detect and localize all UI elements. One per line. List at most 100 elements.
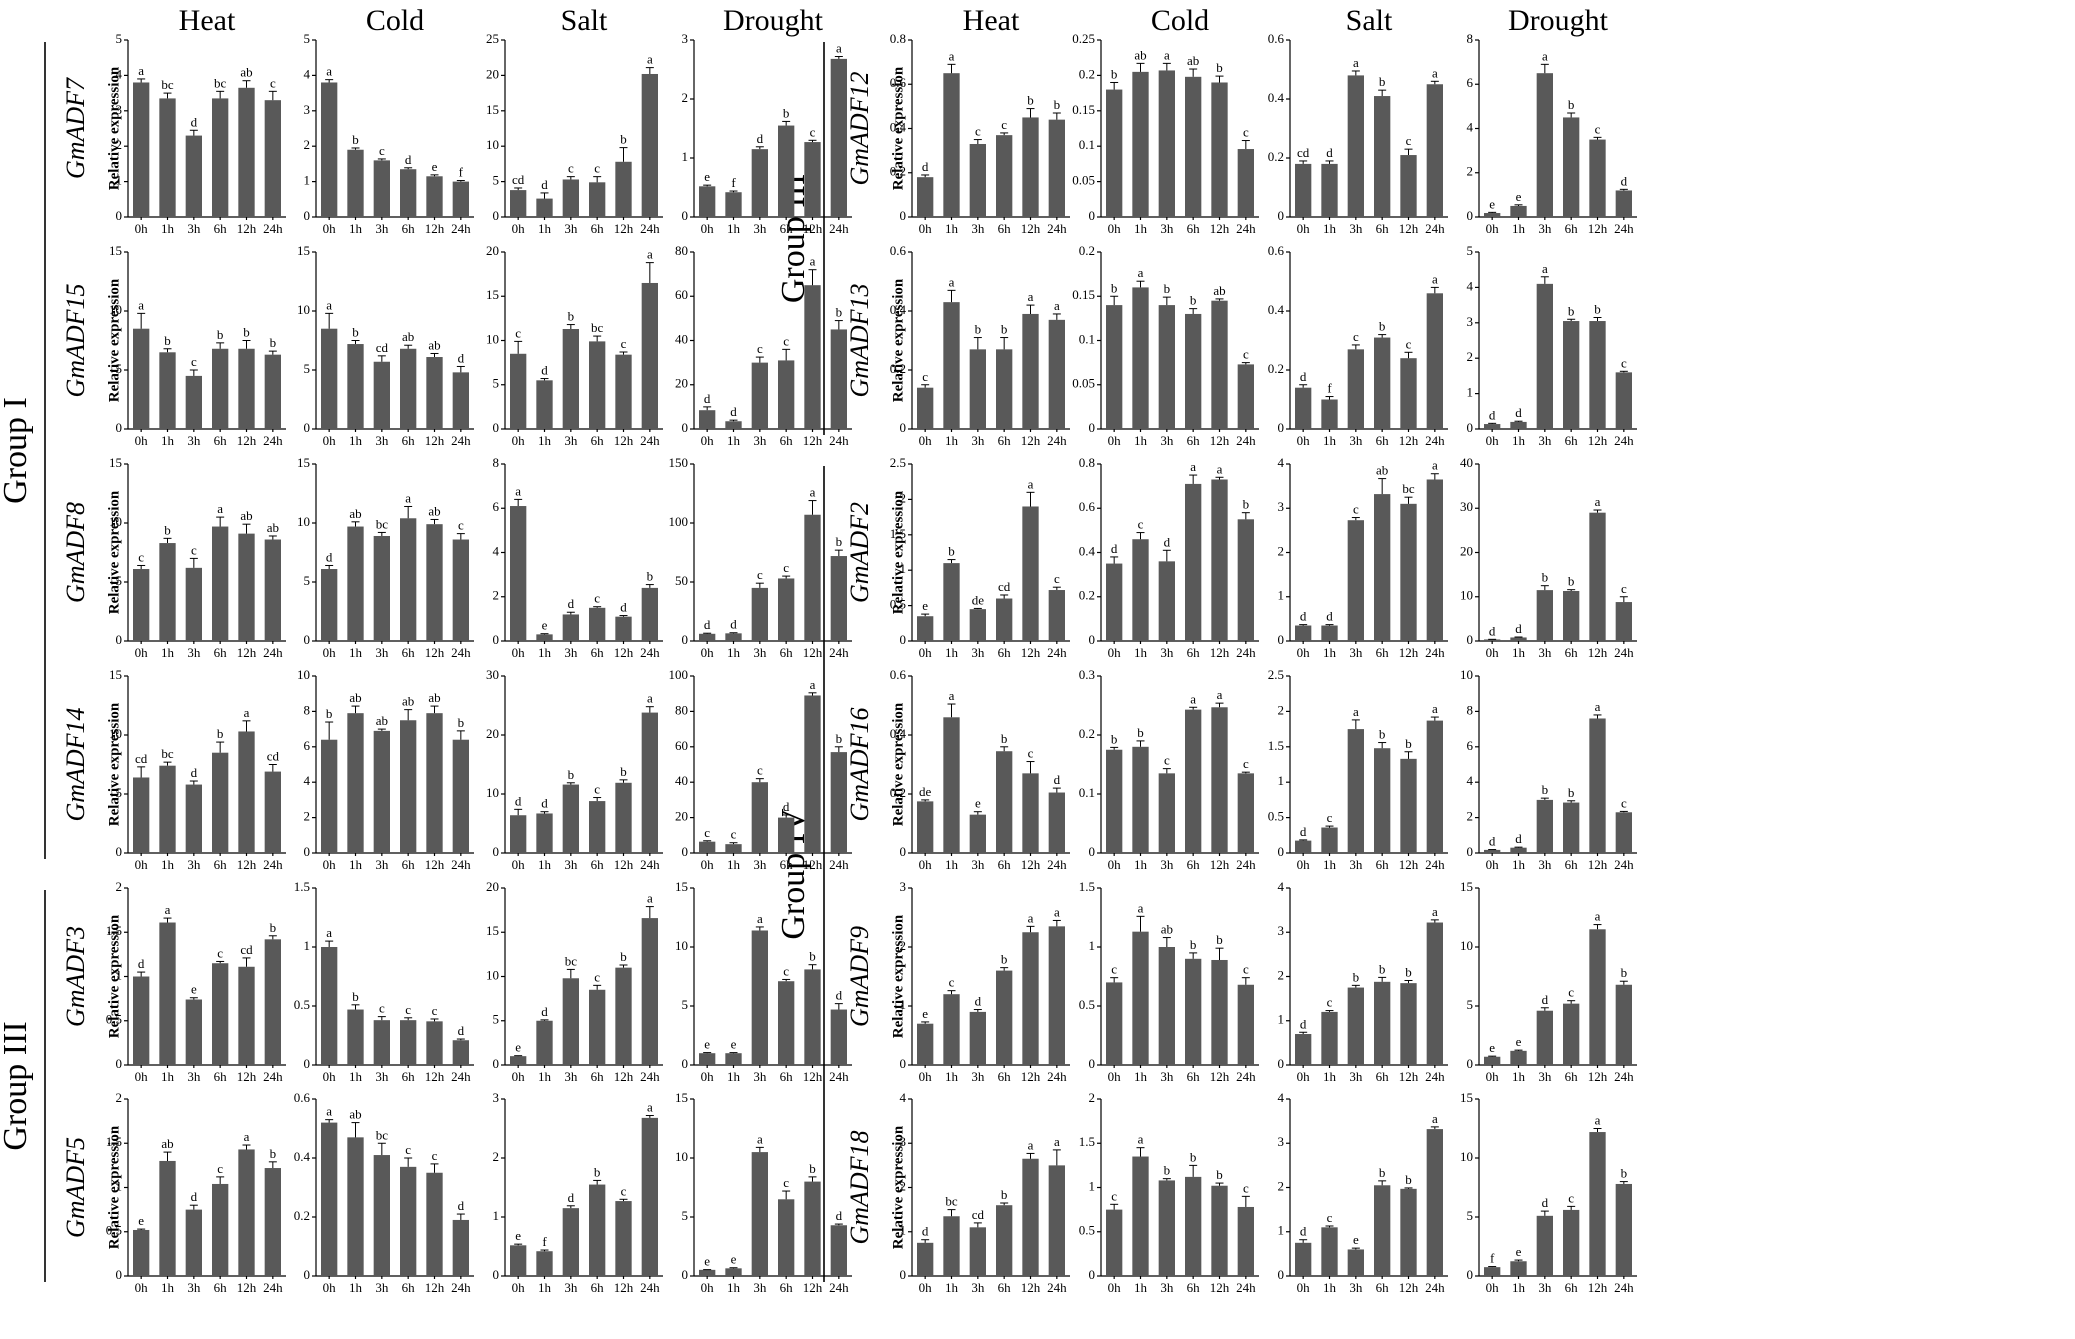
significance-letter: a (1138, 1132, 1144, 1147)
x-tick-label: 24h (451, 645, 471, 660)
significance-letter: ab (376, 713, 388, 728)
bar (1022, 773, 1039, 853)
bar (212, 98, 229, 217)
bar (1510, 421, 1527, 429)
significance-letter: d (704, 617, 711, 632)
x-tick-label: 6h (214, 1069, 228, 1084)
x-tick-label: 24h (451, 857, 471, 872)
significance-letter: c (1327, 995, 1333, 1010)
gene-name: GmADF9 (845, 926, 874, 1027)
x-tick-label: 3h (971, 221, 985, 236)
bar (1510, 847, 1527, 853)
significance-letter: b (217, 726, 224, 741)
x-tick-label: 24h (640, 221, 660, 236)
y-tick-label: 5 (1467, 1208, 1474, 1223)
x-tick-label: 1h (161, 645, 175, 660)
chart-GmADF12-cold: 0 0.05 0.1 0.15 0.2 0.25 b 0h ab 1h a 3h ab 6h b 12h c 24… (1072, 31, 1259, 236)
y-tick-label: 0 (493, 208, 500, 223)
x-tick-label: 0h (701, 857, 715, 872)
significance-letter: c (594, 969, 600, 984)
x-tick-label: 3h (1349, 645, 1363, 660)
bar (804, 969, 821, 1065)
significance-letter: b (1405, 736, 1412, 751)
x-tick-label: 24h (829, 433, 849, 448)
significance-letter: c (1243, 962, 1249, 977)
bar (804, 695, 821, 853)
bar (804, 1181, 821, 1276)
x-tick-label: 0h (919, 1069, 933, 1084)
significance-letter: b (1001, 322, 1008, 337)
y-tick-label: 0.5 (1268, 809, 1284, 824)
bar (751, 149, 768, 217)
x-tick-label: 3h (375, 645, 389, 660)
y-tick-label: 0.5 (294, 997, 310, 1012)
y-tick-label: 3 (900, 879, 907, 894)
x-tick-label: 0h (1486, 221, 1500, 236)
y-tick-label: 1 (1089, 1178, 1096, 1193)
significance-letter: c (1353, 502, 1359, 517)
y-tick-label: 0.5 (106, 1223, 122, 1238)
y-tick-label: 0.4 (890, 726, 907, 741)
x-tick-label: 24h (1236, 1280, 1256, 1295)
x-tick-label: 0h (1297, 1069, 1311, 1084)
significance-letter: d (568, 596, 575, 611)
x-tick-label: 3h (564, 857, 578, 872)
bar (238, 966, 255, 1065)
y-tick-label: 0.15 (1072, 287, 1095, 302)
x-tick-label: 3h (1160, 857, 1174, 872)
x-tick-label: 6h (214, 433, 228, 448)
bar (264, 354, 281, 429)
bar (778, 578, 795, 641)
bar (1132, 287, 1149, 429)
bar (133, 777, 150, 853)
x-tick-label: 12h (425, 221, 445, 236)
bar (1589, 139, 1606, 217)
condition-header-salt: Salt (561, 4, 608, 37)
y-tick-label: 0.4 (890, 302, 907, 317)
gene-row-GmADF13: GmADF13 Relative expression 0 0.2 0.4 0.6 c 0h a… (845, 243, 1637, 448)
x-tick-label: 0h (701, 1280, 715, 1295)
chart-GmADF13-salt: 0 0.2 0.4 0.6 d 0h f 1h c 3h b 6h c 12h a 24h (1268, 243, 1448, 448)
significance-letter: d (541, 1004, 548, 1019)
y-tick-label: 8 (1467, 31, 1474, 46)
chart-GmADF18-heat: 0 1 2 3 4 d 0h bc 1h cd 3h b 6h a 12h a 24h (900, 1090, 1070, 1295)
y-tick-label: 60 (675, 287, 688, 302)
gene-row-GmADF12: GmADF12 Relative expression 0 0.2 0.4 0.6 0.8 d… (845, 31, 1637, 236)
significance-letter: cd (1297, 145, 1310, 160)
significance-letter: ab (1213, 283, 1225, 298)
significance-letter: c (949, 975, 955, 990)
x-tick-label: 12h (1588, 433, 1608, 448)
y-tick-label: 0 (682, 1056, 689, 1071)
x-tick-label: 3h (564, 645, 578, 660)
x-tick-label: 3h (375, 857, 389, 872)
significance-letter: b (458, 715, 465, 730)
y-axis-label: Relative expression (106, 702, 122, 826)
x-tick-label: 3h (971, 645, 985, 660)
significance-letter: b (620, 764, 627, 779)
significance-letter: c (1327, 1210, 1333, 1225)
significance-letter: b (1216, 1167, 1223, 1182)
bar (1295, 387, 1312, 429)
significance-letter: f (1490, 1251, 1495, 1266)
x-tick-label: 12h (237, 645, 257, 660)
significance-letter: a (647, 691, 653, 706)
y-tick-label: 0.2 (1079, 66, 1095, 81)
y-tick-label: 0.6 (294, 1090, 311, 1105)
chart-GmADF13-cold: 0 0.05 0.1 0.15 0.2 b 0h a 1h b 3h b 6h ab 12h c 24h (1072, 243, 1259, 448)
significance-letter: d (1300, 1224, 1307, 1239)
x-tick-label: 12h (803, 221, 823, 236)
x-tick-label: 24h (640, 433, 660, 448)
x-tick-label: 12h (803, 1069, 823, 1084)
significance-letter: c (1243, 347, 1249, 362)
significance-letter: c (731, 827, 737, 842)
bar (159, 543, 176, 641)
bar (264, 771, 281, 853)
significance-letter: b (1111, 731, 1118, 746)
x-tick-label: 12h (1210, 645, 1230, 660)
significance-letter: a (1164, 47, 1170, 62)
x-tick-label: 0h (919, 645, 933, 660)
x-tick-label: 6h (591, 1280, 605, 1295)
bar (969, 143, 986, 217)
bar (1563, 802, 1580, 853)
significance-letter: c (757, 341, 763, 356)
